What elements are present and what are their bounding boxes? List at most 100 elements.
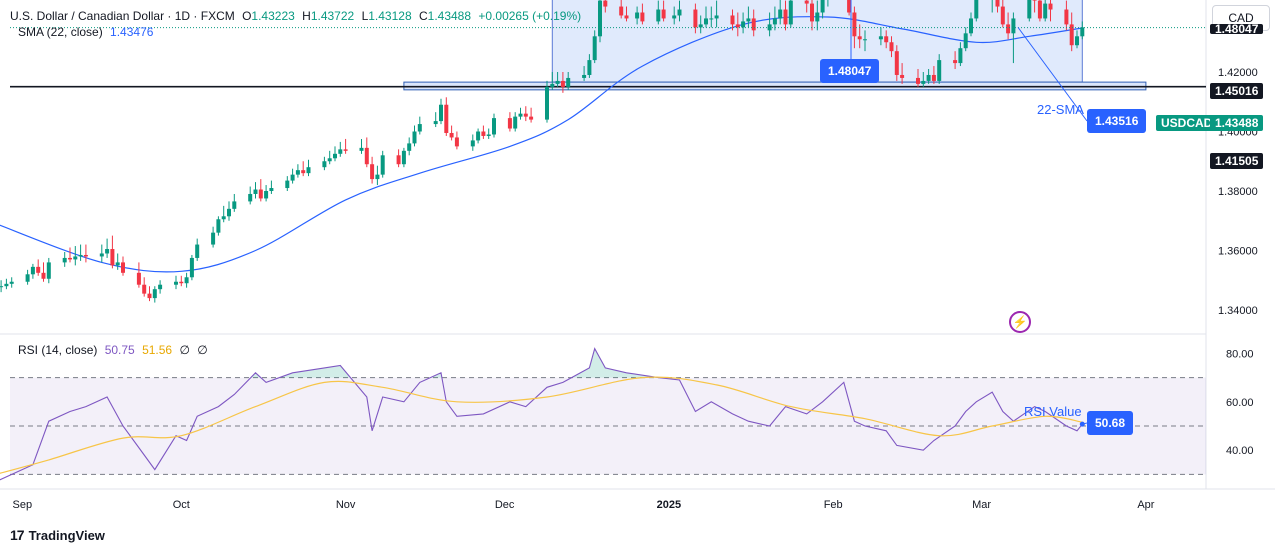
candle-body (550, 83, 555, 87)
candle-body (624, 15, 629, 19)
candle-body (900, 74, 905, 78)
candle-body (195, 244, 200, 258)
close-value: 1.43488 (427, 9, 472, 23)
candle-body (619, 6, 624, 16)
candle-body (470, 140, 475, 147)
price-tag: 1.43488 (1210, 115, 1264, 131)
candle-body (216, 219, 221, 233)
peak-callout: 1.48047 (820, 59, 880, 83)
sma-legend-label: SMA (22, close) (18, 25, 103, 39)
candle-body (221, 216, 226, 220)
candle-body (30, 266, 35, 275)
candle-body (364, 147, 369, 165)
candle-body (68, 257, 72, 260)
rsi-tick-label: 60.00 (1226, 397, 1254, 409)
candle-body (969, 18, 973, 34)
candle-body (285, 180, 290, 189)
candle-body (884, 36, 889, 43)
brand-name: TradingView (28, 527, 105, 543)
candle-body (36, 266, 41, 273)
candle-body (847, 0, 852, 13)
rsi-legend-value: 50.75 (104, 343, 135, 357)
candle-body (804, 0, 809, 4)
candle-body (995, 0, 1000, 7)
candle-body (1064, 9, 1069, 25)
candle-body (894, 51, 899, 75)
candle-body (926, 74, 931, 81)
candle-body (1037, 0, 1042, 19)
candle-body (741, 21, 746, 28)
time-tick-label: Sep (13, 499, 33, 511)
candle-body (730, 15, 735, 25)
candle-body (704, 18, 708, 25)
candle-body (290, 174, 295, 181)
candle-body (709, 18, 714, 20)
candle-body (136, 272, 141, 285)
open-label: O (242, 9, 252, 23)
candle-body (555, 80, 560, 84)
candle-body (1043, 3, 1048, 19)
rsi-tick-label: 40.00 (1226, 445, 1254, 457)
sma-legend-value: 1.43476 (110, 25, 154, 39)
time-tick-label: Feb (824, 499, 843, 511)
time-tick-label: 2025 (657, 499, 681, 511)
candle-body (640, 12, 645, 22)
price-tick-label: 1.38000 (1218, 186, 1258, 198)
candle-body (656, 9, 661, 22)
candle-body (582, 74, 587, 78)
change-value: +0.00265 (+0.19%) (478, 9, 582, 23)
candle-body (529, 116, 534, 120)
price-tick-label: 1.34000 (1218, 305, 1258, 317)
candle-body (121, 262, 125, 273)
candle-body (9, 281, 14, 284)
candle-body (46, 262, 51, 279)
candle-body (375, 174, 380, 180)
candle-body (735, 24, 740, 28)
candle-body (698, 24, 703, 28)
candle-body (746, 18, 751, 22)
candle-body (672, 15, 677, 19)
tradingview-logo-icon: 17 (10, 527, 25, 543)
candle-body (878, 36, 883, 40)
rsi-tick-label: 80.00 (1226, 348, 1254, 360)
candle-body (269, 188, 274, 191)
rsi-callout: 50.68 (1087, 411, 1134, 435)
time-tick-label: Nov (336, 499, 356, 511)
price-tick-label: 1.36000 (1218, 246, 1258, 258)
candle-body (486, 134, 491, 136)
rsi-legend-extra1: ∅ (179, 343, 190, 357)
candle-body (931, 74, 936, 81)
candle-body (693, 9, 698, 28)
lightning-icon[interactable]: ⚡ (1009, 311, 1031, 333)
footer-brand[interactable]: 17 TradingView (10, 527, 105, 543)
rsi-legend-extra2: ∅ (197, 343, 208, 357)
candle-body (1080, 27, 1085, 37)
candle-body (1000, 6, 1005, 25)
open-value: 1.43223 (251, 9, 295, 23)
candle-body (333, 153, 337, 159)
candle-body (380, 155, 385, 175)
candle-body (454, 137, 459, 147)
rsi-ma-legend-value: 51.56 (142, 343, 173, 357)
rsi-annotation-label: RSI Value (1024, 404, 1082, 419)
candle-body (889, 42, 894, 52)
candle-body (863, 39, 867, 41)
candle-body (412, 131, 417, 144)
candle-body (963, 33, 968, 49)
close-label: C (418, 9, 428, 23)
candle-body (25, 274, 30, 282)
candle-body (232, 201, 237, 209)
sma-legend: SMA (22, close) 1.43476 (18, 25, 157, 39)
candle-body (523, 113, 528, 117)
rsi-ma-line (0, 376, 1083, 474)
candle-body (815, 12, 820, 22)
candle-body (714, 15, 719, 19)
candle-body (227, 208, 231, 217)
candle-body (78, 254, 83, 257)
candle-body (492, 118, 496, 135)
rsi-connector (1082, 422, 1088, 425)
candle-body (343, 149, 348, 151)
candle-body (248, 193, 253, 202)
time-tick-label: Apr (1137, 499, 1154, 511)
